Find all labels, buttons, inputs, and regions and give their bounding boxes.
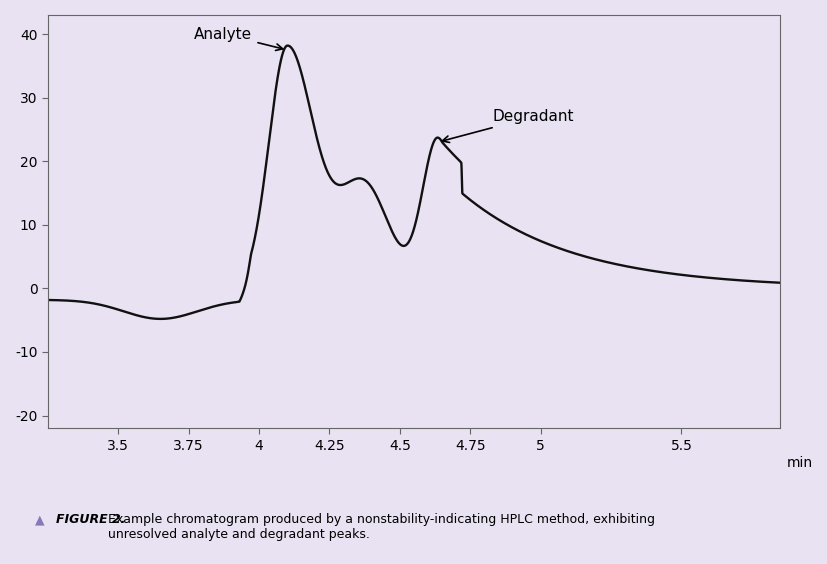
Text: Analyte: Analyte [194,27,282,50]
Text: ▲: ▲ [35,513,45,526]
Text: Example chromatogram produced by a nonstability-indicating HPLC method, exhibiti: Example chromatogram produced by a nonst… [108,513,654,541]
Text: min: min [786,456,812,470]
Text: FIGURE 2.: FIGURE 2. [56,513,126,526]
Text: Degradant: Degradant [442,109,574,143]
